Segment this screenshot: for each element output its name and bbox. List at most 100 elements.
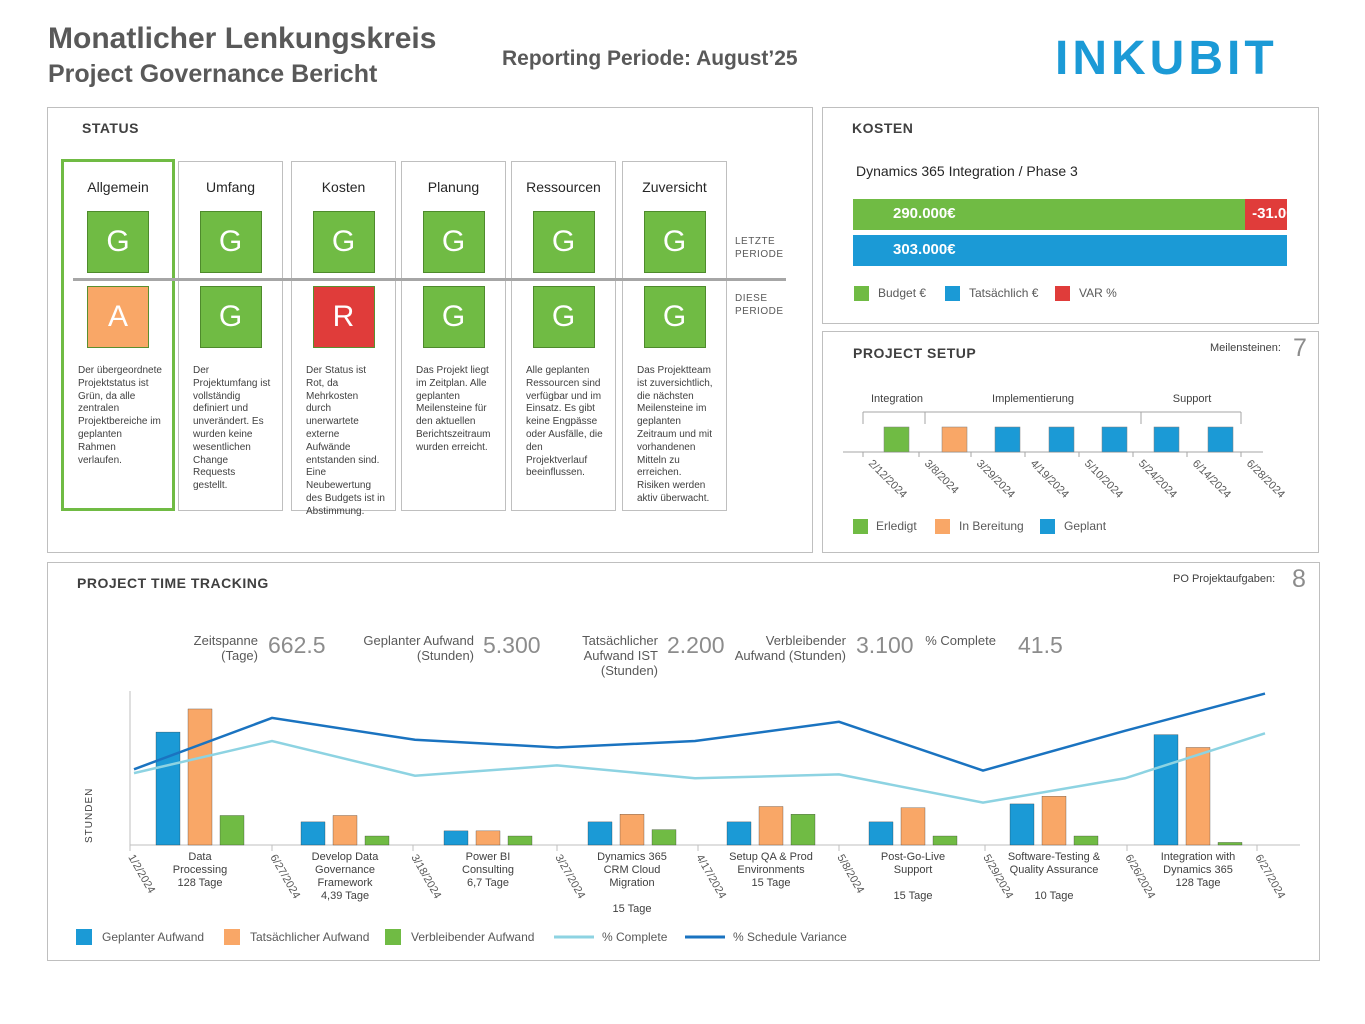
legend-label: % Complete [602, 930, 668, 944]
timeline-date-label: 4/19/2024 [1028, 458, 1071, 501]
timeline-date-label: 3/29/2024 [974, 458, 1017, 501]
current-period-status-badge: R [312, 286, 375, 348]
legend-label: Tatsächlicher Aufwand [250, 930, 369, 944]
kpi-zeitspanne-value: 662.5 [268, 632, 326, 658]
category-label: Dynamics 365 [1163, 864, 1233, 876]
budget-bar: 290.000€ [853, 199, 1246, 230]
x-date-label: 3/18/2024 [408, 853, 443, 901]
bar-tats-chlicher-aufwand [187, 708, 213, 846]
current-period-status-badge: G [199, 286, 262, 348]
legend-var-swatch [1055, 286, 1070, 301]
tasks-count: 8 [1292, 565, 1306, 593]
status-card-zuversicht[interactable]: Zuversicht G G Das Projektteam ist zuversic… [622, 161, 727, 511]
category-label: Post-Go-Live [881, 851, 945, 863]
kpi-zeitspanne-label: Zeitspanne (Tage) [193, 633, 258, 663]
time-tracking-chart: STUNDEN 1/2/2024 6/27/2024 3/18/2024 3/27/20… [76, 691, 1300, 945]
x-date-label: 6/27/2024 [267, 853, 302, 901]
bar-tats-chlicher-aufwand [1185, 747, 1211, 846]
current-period-status-badge: G [643, 286, 706, 348]
bar-geplanter-aufwand [443, 830, 469, 846]
bar-geplanter-aufwand [587, 821, 613, 846]
status-card-ressourcen[interactable]: Ressourcen G G Alle geplanten Ressourcen si… [511, 161, 616, 511]
timeline-date-label: 2/12/2024 [866, 458, 909, 501]
milestone-marker [994, 426, 1021, 453]
legend-swatch [76, 929, 92, 945]
bar-geplanter-aufwand [726, 821, 752, 846]
legend-prep-swatch [935, 519, 950, 534]
status-card-umfang[interactable]: Umfang G G Der Projektumfang ist vollständi… [178, 161, 283, 511]
x-date-label: 5/8/2024 [834, 853, 866, 896]
kpi-remaining-value: 3.100 [856, 632, 914, 658]
bar-geplanter-aufwand [300, 821, 326, 846]
legend-actual-swatch [945, 286, 960, 301]
actual-bar-label: 303.000€ [893, 241, 956, 258]
legend-label: Verbleibender Aufwand [411, 930, 534, 944]
category-label: Dynamics 365 [597, 851, 667, 863]
milestone-marker [1101, 426, 1128, 453]
reporting-period: Reporting Periode: August’25 [502, 47, 798, 70]
bar-verbleibender-aufwand [651, 829, 677, 846]
timeline-date-label: 5/24/2024 [1136, 458, 1179, 501]
last-period-status-badge: G [199, 211, 262, 273]
legend-budget-swatch [854, 286, 869, 301]
last-period-status-badge: G [422, 211, 485, 273]
x-date-label: 3/27/2024 [552, 853, 587, 901]
category-label: Environments [737, 864, 805, 876]
tasks-label: PO Projektaufgaben: [1173, 573, 1276, 585]
category-label: 128 Tage [177, 877, 222, 889]
milestone-marker [1153, 426, 1180, 453]
milestone-marker [1048, 426, 1075, 453]
budget-bar-label: 290.000€ [893, 205, 956, 222]
time-tracking-panel: PROJECT TIME TRACKING PO Projektaufgaben… [47, 562, 1320, 961]
category-label: 128 Tage [1175, 877, 1220, 889]
line--schedule-variance [133, 692, 1266, 772]
timeline-date-label: 5/10/2024 [1082, 458, 1125, 501]
project-setup-panel: PROJECT SETUP Meilensteinen: 7 2/12/2024… [822, 331, 1319, 553]
legend-done-swatch [853, 519, 868, 534]
category-label: 10 Tage [1035, 890, 1074, 902]
category-label: Integration with [1161, 851, 1236, 863]
kpi-planned-value: 5.300 [483, 632, 541, 658]
bar-verbleibender-aufwand [932, 835, 958, 846]
category-label: Data [188, 851, 212, 863]
bar-geplanter-aufwand [868, 821, 894, 846]
status-card-kosten[interactable]: Kosten G R Der Status ist Rot, da Mehrkoste… [291, 161, 396, 517]
x-date-label: 6/26/2024 [1122, 853, 1157, 901]
timeline-date-label: 3/8/2024 [922, 458, 961, 497]
status-card-title: Zuversicht [642, 179, 707, 195]
bar-verbleibender-aufwand [219, 815, 245, 846]
last-period-status-badge: G [643, 211, 706, 273]
category-label: Setup QA & Prod [729, 851, 813, 863]
kosten-project-name: Dynamics 365 Integration / Phase 3 [856, 163, 1078, 179]
milestone-marker [883, 426, 910, 453]
status-card-title: Allgemein [87, 179, 149, 195]
current-period-status-badge: G [422, 286, 485, 348]
kpi-complete-label: % Complete [925, 633, 996, 648]
kpi-remaining-label: Verbleibender Aufwand (Stunden) [734, 633, 846, 663]
bar-tats-chlicher-aufwand [332, 815, 358, 846]
x-date-label: 6/27/2024 [1252, 853, 1287, 901]
legend-prep-label: In Bereitung [959, 519, 1024, 533]
tracking-title: PROJECT TIME TRACKING [77, 575, 269, 591]
bar-verbleibender-aufwand [790, 814, 816, 846]
actual-bar: 303.000€ [853, 235, 1287, 266]
page-subtitle: Project Governance Bericht [48, 60, 378, 88]
status-card-text: Das Projekt liegt im Zeitplan. Alle gepl… [416, 365, 491, 453]
bar-verbleibender-aufwand [364, 835, 390, 846]
period-divider [73, 278, 786, 281]
legend-actual-label: Tatsächlich € [969, 286, 1039, 300]
bar-geplanter-aufwand [1009, 803, 1035, 846]
legend-budget-label: Budget € [878, 286, 927, 300]
status-card-title: Kosten [321, 179, 366, 195]
status-card-planung[interactable]: Planung G G Das Projekt liegt im Zeitplan. … [401, 161, 506, 511]
timeline-date-label: 6/28/2024 [1244, 458, 1287, 501]
status-card-allgemein[interactable]: Allgemein G A Der übergeordnete Projektstat… [61, 159, 175, 511]
category-label: Governance [315, 864, 375, 876]
bar-geplanter-aufwand [1153, 734, 1179, 846]
category-label: Develop Data [312, 851, 380, 863]
bar-verbleibender-aufwand [1217, 842, 1243, 846]
legend-label: Geplanter Aufwand [102, 930, 204, 944]
milestone-marker [1207, 426, 1234, 453]
bar-verbleibender-aufwand [1073, 835, 1099, 846]
last-period-status-badge: G [532, 211, 595, 273]
